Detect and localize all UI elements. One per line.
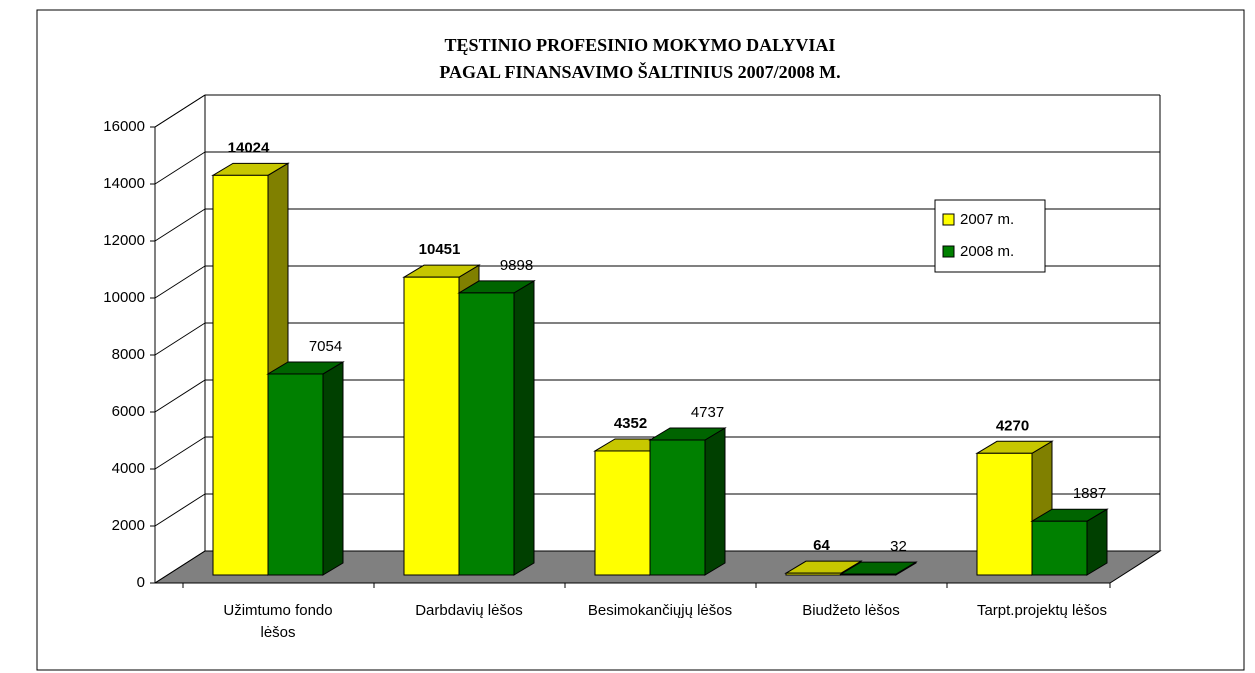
grid-line — [154, 550, 206, 584]
value-label: 1887 — [1073, 485, 1106, 502]
y-tick-label: 10000 — [103, 289, 145, 306]
bar — [267, 373, 324, 576]
y-tick-label: 4000 — [112, 460, 145, 477]
bar — [594, 450, 651, 576]
grid-line — [154, 436, 206, 470]
y-tick-label: 2000 — [112, 517, 145, 534]
value-label: 14024 — [228, 139, 270, 156]
y-tick-label: 16000 — [103, 118, 145, 135]
x-tick-label: Besimokančiųjų lėšos — [587, 602, 733, 619]
y-tick-label: 0 — [137, 574, 145, 591]
legend — [934, 199, 1046, 273]
grid-line — [154, 322, 206, 356]
y-tick-label: 14000 — [103, 175, 145, 192]
x-tick-label: Darbdavių lėšos — [415, 602, 523, 619]
chart-border — [36, 9, 1245, 671]
value-label: 10451 — [419, 241, 461, 258]
value-label: 32 — [890, 538, 907, 555]
y-tick-label: 12000 — [103, 232, 145, 249]
chart-title: TĘSTINIO PROFESINIO MOKYMO DALYVIAI PAGA… — [439, 35, 841, 82]
bar — [1031, 520, 1088, 576]
x-tick-label: Tarpt.projektų lėšos — [976, 602, 1108, 619]
legend-label: 2008 m. — [960, 243, 1014, 260]
value-label: 4352 — [614, 415, 647, 432]
grid-line — [154, 379, 206, 413]
bar — [212, 174, 269, 576]
legend-label: 2007 m. — [960, 211, 1014, 228]
value-label: 9898 — [500, 257, 533, 274]
bar — [403, 276, 460, 576]
value-label: 7054 — [309, 338, 342, 355]
grid-line — [154, 94, 206, 128]
bar-side — [704, 427, 726, 576]
grid-line — [154, 208, 206, 242]
bar — [840, 573, 897, 576]
legend-swatch — [942, 245, 955, 258]
legend-swatch — [942, 213, 955, 226]
bar-side — [322, 361, 344, 576]
y-tick-label: 8000 — [112, 346, 145, 363]
y-tick-label: 6000 — [112, 403, 145, 420]
value-label: 4270 — [996, 417, 1029, 434]
bar-side — [513, 280, 535, 576]
value-label: 64 — [813, 537, 830, 554]
bar — [649, 439, 706, 576]
value-label: 4737 — [691, 404, 724, 421]
grid-line — [154, 265, 206, 299]
x-tick-label: Biudžeto lėšos — [802, 602, 900, 619]
x-tick-label: Užimtumo fondo lėšos — [223, 602, 333, 641]
bar — [976, 452, 1033, 576]
bar — [458, 292, 515, 576]
grid-line — [154, 151, 206, 185]
bar — [785, 572, 842, 576]
grid-line — [154, 493, 206, 527]
